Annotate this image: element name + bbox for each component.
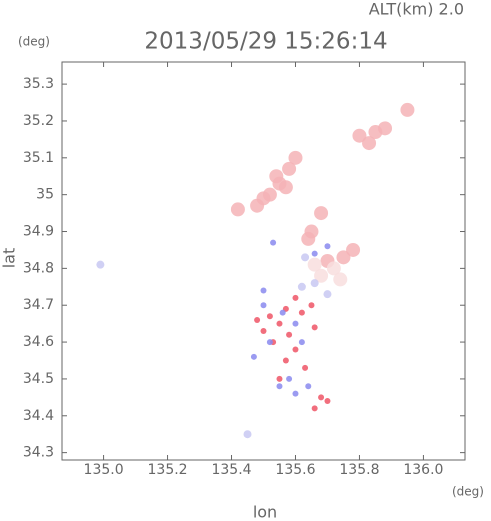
chart-title: 2013/05/29 15:26:14 bbox=[144, 29, 387, 55]
radar-echo bbox=[310, 279, 319, 288]
radar-echo bbox=[260, 287, 267, 294]
y-tick-label: 34.4 bbox=[23, 408, 54, 424]
radar-echo bbox=[230, 202, 245, 217]
radar-echo bbox=[292, 346, 299, 353]
radar-echo bbox=[292, 320, 299, 327]
radar-echo bbox=[276, 375, 283, 382]
radar-echo bbox=[254, 316, 261, 323]
radar-echo bbox=[279, 309, 286, 316]
x-unit: (deg) bbox=[452, 485, 484, 499]
radar-echo bbox=[346, 242, 361, 257]
radar-echo bbox=[298, 309, 305, 316]
radar-echo bbox=[311, 324, 318, 331]
radar-echo bbox=[298, 339, 305, 346]
y-tick-label: 35.2 bbox=[23, 113, 54, 129]
radar-echo bbox=[378, 121, 393, 136]
radar-echo bbox=[250, 353, 257, 360]
radar-echo bbox=[352, 128, 367, 143]
radar-echo bbox=[276, 320, 283, 327]
y-tick-label: 35 bbox=[36, 187, 54, 203]
radar-echo bbox=[314, 206, 329, 221]
y-tick-label: 35.1 bbox=[23, 150, 54, 166]
x-axis-label: lon bbox=[253, 503, 277, 521]
y-tick-label: 34.6 bbox=[23, 334, 54, 350]
radar-echo bbox=[311, 405, 318, 412]
x-tick-label: 135.2 bbox=[148, 462, 188, 478]
radar-echo bbox=[282, 161, 297, 176]
radar-echo bbox=[276, 383, 283, 390]
radar-echo bbox=[308, 302, 315, 309]
radar-echo bbox=[301, 253, 310, 262]
radar-echo bbox=[278, 180, 293, 195]
radar-echo bbox=[311, 250, 318, 257]
radar-echo bbox=[336, 250, 351, 265]
radar-echo bbox=[269, 169, 284, 184]
plot-frame bbox=[61, 61, 466, 461]
radar-echo bbox=[282, 357, 289, 364]
radar-echo bbox=[302, 364, 309, 371]
radar-echo bbox=[96, 260, 105, 269]
x-tick-label: 135.4 bbox=[211, 462, 251, 478]
radar-echo bbox=[260, 328, 267, 335]
radar-echo bbox=[323, 290, 332, 299]
x-tick-label: 135.6 bbox=[275, 462, 315, 478]
radar-echo bbox=[324, 243, 331, 250]
radar-echo bbox=[286, 375, 293, 382]
radar-echo bbox=[297, 282, 306, 291]
y-axis-label: lat bbox=[0, 248, 19, 269]
radar-echo bbox=[314, 268, 329, 283]
x-tick-label: 136.0 bbox=[403, 462, 443, 478]
y-tick-label: 34.8 bbox=[23, 260, 54, 276]
y-tick-label: 34.5 bbox=[23, 371, 54, 387]
radar-echo bbox=[286, 331, 293, 338]
x-tick-label: 135.8 bbox=[339, 462, 379, 478]
y-tick-label: 34.7 bbox=[23, 297, 54, 313]
radar-echo bbox=[333, 272, 348, 287]
radar-echo bbox=[307, 257, 322, 272]
radar-echo bbox=[400, 102, 415, 117]
y-unit: (deg) bbox=[18, 35, 50, 49]
radar-echo bbox=[301, 231, 316, 246]
radar-echo bbox=[326, 261, 341, 276]
radar-echo bbox=[288, 150, 303, 165]
y-tick-label: 34.3 bbox=[23, 445, 54, 461]
radar-echo bbox=[270, 239, 277, 246]
radar-echo bbox=[292, 294, 299, 301]
altitude-annotation: ALT(km) 2.0 bbox=[369, 0, 464, 19]
radar-echo bbox=[292, 390, 299, 397]
radar-echo bbox=[266, 339, 273, 346]
radar-echo bbox=[266, 313, 273, 320]
radar-echo bbox=[362, 136, 377, 151]
radar-echo bbox=[243, 430, 252, 439]
radar-echo bbox=[305, 383, 312, 390]
radar-echo bbox=[250, 198, 265, 213]
y-tick-label: 35.3 bbox=[23, 76, 54, 92]
radar-echo bbox=[318, 394, 325, 401]
y-tick-label: 34.9 bbox=[23, 224, 54, 240]
x-tick-label: 135.0 bbox=[84, 462, 124, 478]
radar-echo bbox=[324, 398, 331, 405]
radar-echo bbox=[260, 302, 267, 309]
